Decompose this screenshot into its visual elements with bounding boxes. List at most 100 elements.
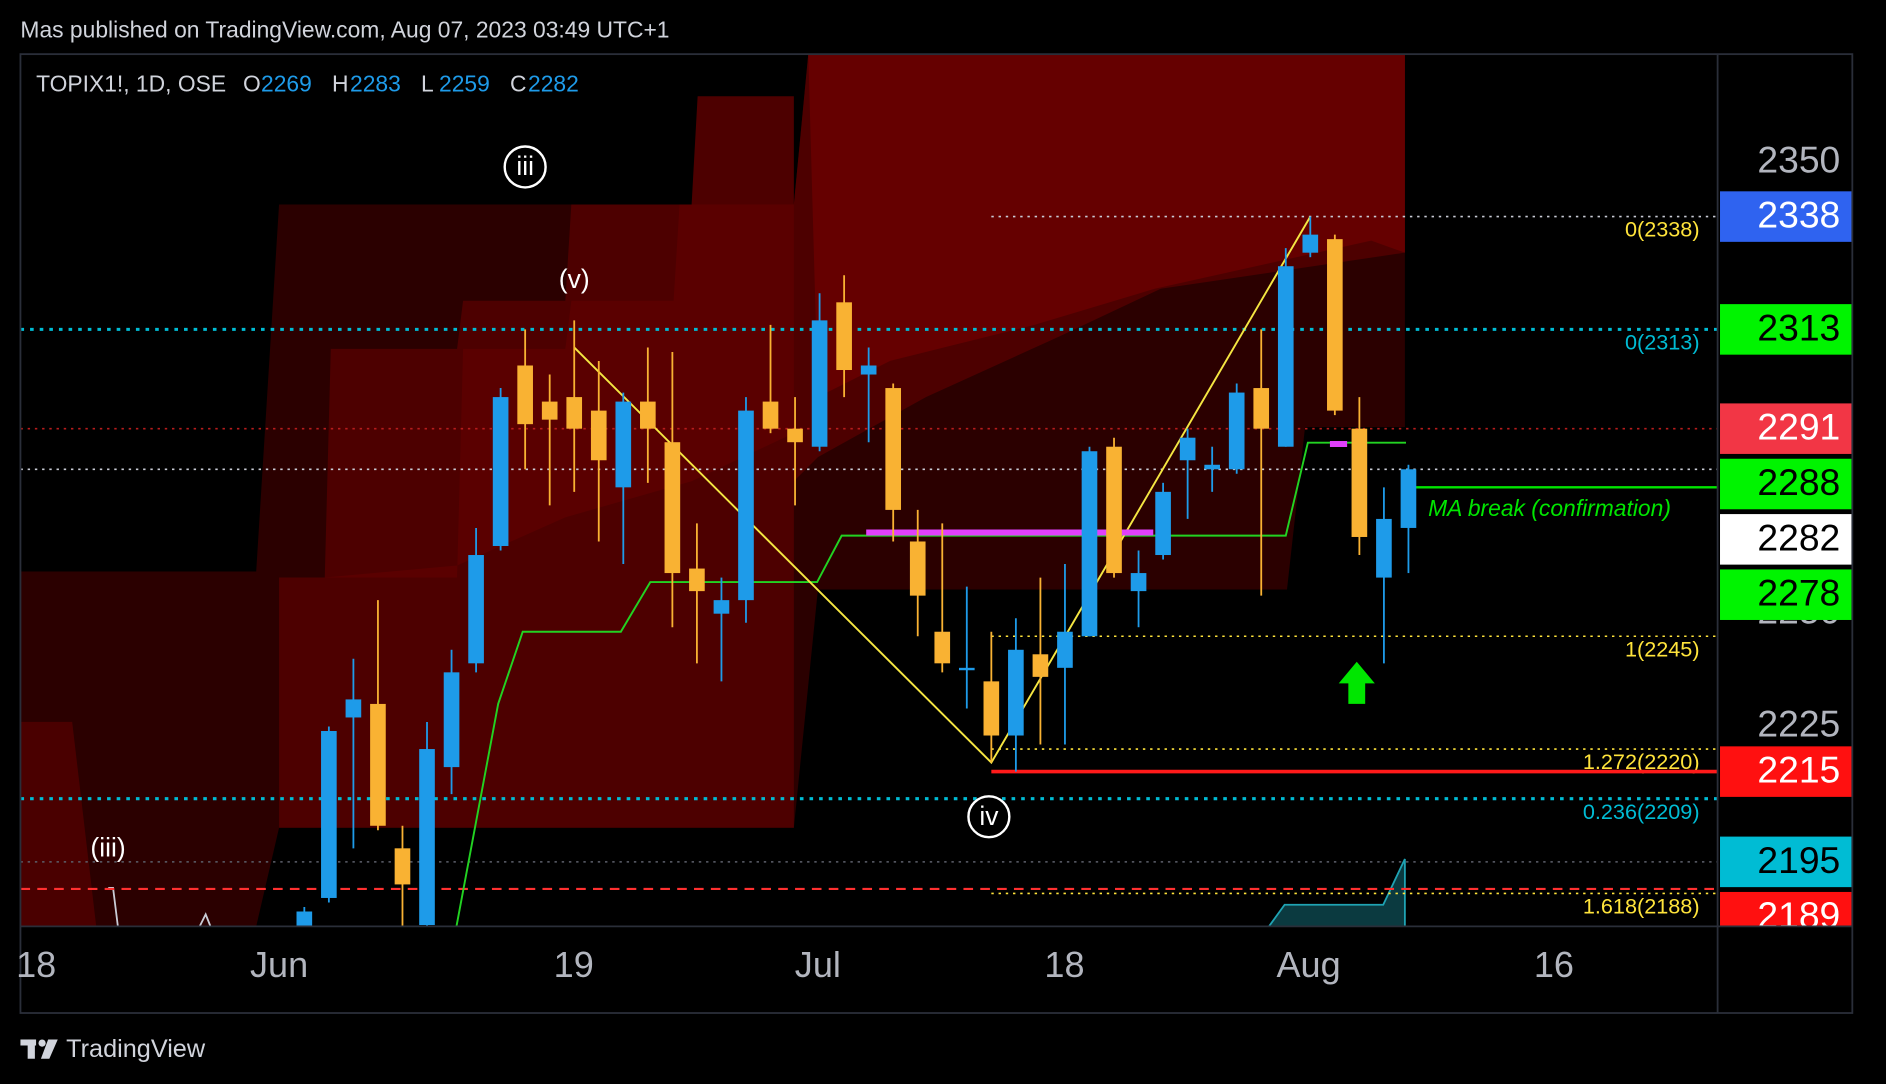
price-label-box bbox=[1720, 304, 1853, 355]
publish-info: Mas published on TradingView.com, Aug 07… bbox=[20, 16, 669, 42]
candle-body bbox=[689, 568, 705, 592]
fib-label: 0.236(2209) bbox=[1583, 799, 1700, 824]
candle-body bbox=[1253, 388, 1270, 429]
price-label: 2278 bbox=[1757, 572, 1840, 614]
x-tick-label: 18 bbox=[1044, 944, 1084, 985]
candle-body bbox=[541, 401, 558, 420]
price-label-box bbox=[1720, 191, 1853, 242]
price-label: 2291 bbox=[1757, 406, 1840, 448]
price-label: 2338 bbox=[1757, 194, 1840, 236]
candle-body bbox=[909, 541, 926, 596]
overlay-layer: TOPIX1!, 1D, OSE O 2269 H 2283 L 2259 C 2282 18 Ju… bbox=[16, 70, 1574, 984]
price-label-box bbox=[1720, 891, 1853, 927]
price-label: 2282 bbox=[1757, 516, 1840, 558]
x-tick-label: Jun bbox=[250, 944, 308, 985]
price-label-box bbox=[1720, 569, 1853, 620]
wave-circle bbox=[967, 795, 1011, 839]
annotation: MA break (confirmation) bbox=[1428, 495, 1671, 521]
price-label: 2215 bbox=[1757, 749, 1840, 791]
candle-body bbox=[787, 428, 803, 443]
candle-body bbox=[860, 365, 877, 375]
wave-label: iii bbox=[516, 151, 534, 181]
teal-area bbox=[1267, 858, 1406, 927]
candle-body bbox=[370, 703, 386, 826]
candle-body bbox=[836, 302, 852, 371]
cloud-core bbox=[808, 54, 1405, 398]
candle-body bbox=[1351, 428, 1368, 537]
panel-border bbox=[19, 53, 1854, 1014]
x-tick-label: 18 bbox=[16, 944, 56, 985]
y-tick-label: 2350 bbox=[1757, 138, 1840, 180]
price-label: 2313 bbox=[1757, 306, 1840, 348]
candle-body bbox=[1204, 464, 1220, 470]
wave-label: (iii) bbox=[90, 833, 125, 863]
fib-label: 1(2245) bbox=[1625, 636, 1700, 661]
brand-logo bbox=[20, 1039, 58, 1059]
candle-body bbox=[321, 731, 337, 898]
candle-body bbox=[811, 320, 828, 447]
spike bbox=[198, 912, 212, 927]
candle-body bbox=[1277, 266, 1294, 447]
price-label: 2288 bbox=[1757, 461, 1840, 503]
candle-body bbox=[1032, 654, 1049, 677]
candle-body bbox=[419, 749, 435, 926]
candle-body bbox=[1057, 631, 1073, 668]
symbol: TOPIX1!, 1D, OSE bbox=[36, 70, 226, 96]
x-tick-label: Jul bbox=[795, 944, 841, 985]
candle-body bbox=[1400, 469, 1417, 528]
plot-layer: 0(2338)0(2313)1(2245)1.272(2220)0.236(22… bbox=[20, 145, 1718, 927]
price-label: 2189 bbox=[1757, 894, 1840, 936]
candle-body bbox=[983, 681, 1000, 736]
wave-label: (v) bbox=[559, 264, 590, 294]
price-label-box bbox=[1720, 746, 1853, 797]
candle-body bbox=[1228, 392, 1245, 470]
wave-label: iv bbox=[979, 801, 999, 831]
fib-label: 0(2338) bbox=[1625, 217, 1700, 242]
price-label: 2195 bbox=[1757, 839, 1840, 881]
x-tick-label: Aug bbox=[1276, 944, 1340, 985]
signal-arrow bbox=[1338, 661, 1375, 704]
ohlc-key: C bbox=[510, 70, 526, 96]
candle-body bbox=[345, 699, 362, 718]
candle-body bbox=[394, 848, 411, 885]
x-tick-label: 19 bbox=[554, 944, 594, 985]
candle-body bbox=[1155, 491, 1171, 556]
candle-body bbox=[492, 397, 509, 546]
candle-body bbox=[958, 667, 975, 671]
price-label-box bbox=[1720, 403, 1853, 454]
candle-body bbox=[615, 401, 632, 488]
ohlc-value: 2282 bbox=[528, 70, 579, 96]
candle-body bbox=[1106, 446, 1122, 574]
ohlc-value: 2283 bbox=[350, 70, 401, 96]
y-tick-label: 2225 bbox=[1757, 702, 1840, 744]
candle-body bbox=[738, 410, 754, 601]
price-label-box bbox=[1720, 836, 1853, 888]
candle-body bbox=[1130, 573, 1147, 592]
candle-body bbox=[885, 388, 902, 510]
moving-average bbox=[455, 441, 1406, 927]
ohlc-key: L bbox=[421, 70, 434, 96]
candle-body bbox=[443, 672, 460, 768]
candle-body bbox=[1327, 239, 1343, 411]
wave-circle bbox=[503, 145, 547, 189]
candle-body bbox=[566, 397, 583, 429]
candle-body bbox=[1179, 437, 1196, 461]
candle-body bbox=[1302, 234, 1319, 253]
candle-body bbox=[640, 401, 656, 429]
candle-body bbox=[1008, 649, 1024, 736]
price-label-box bbox=[1720, 458, 1853, 510]
brand-name: TradingView bbox=[66, 1035, 206, 1063]
ohlc-value: 2259 bbox=[439, 70, 490, 96]
candle-body bbox=[590, 410, 607, 461]
price-label-box bbox=[1720, 514, 1853, 565]
candle-body bbox=[1081, 451, 1098, 637]
ohlc-value: 2269 bbox=[261, 70, 312, 96]
ohlc-key: O bbox=[243, 70, 261, 96]
x-tick-label: 16 bbox=[1534, 944, 1574, 985]
fib-label: 0(2313) bbox=[1625, 330, 1700, 355]
candle-body bbox=[934, 631, 951, 664]
ohlc-key: H bbox=[332, 70, 348, 96]
fib-label: 1.618(2188) bbox=[1583, 894, 1700, 919]
